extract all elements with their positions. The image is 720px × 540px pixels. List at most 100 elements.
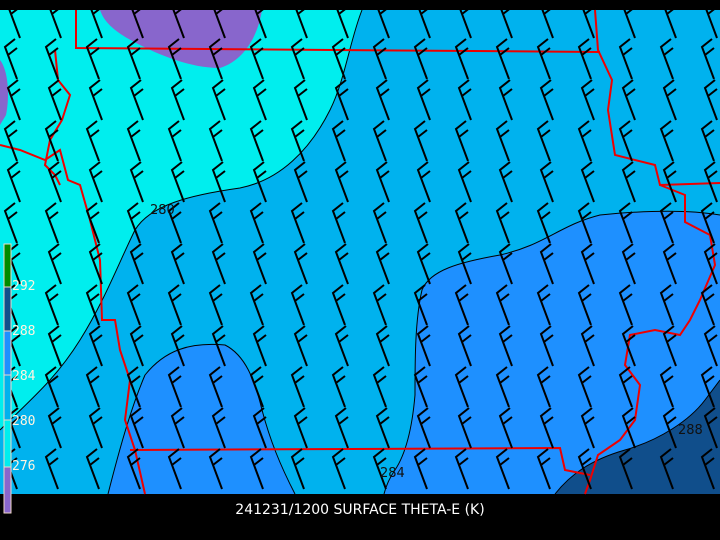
wind-barb-icon: [44, 284, 59, 326]
wind-barb-icon: [129, 161, 144, 203]
wind-barb-icon: [208, 448, 223, 490]
wind-barb-icon: [621, 161, 636, 203]
colorbar-label-292: 292: [12, 279, 36, 294]
wind-barb-icon: [621, 407, 636, 449]
wind-barb-icon: [331, 448, 346, 490]
wind-barb-icon: [457, 79, 472, 121]
wind-barb-icon: [539, 0, 554, 39]
wind-barb-icon: [457, 407, 472, 449]
wind-barb-icon: [495, 38, 510, 80]
wind-barb-icon: [252, 79, 267, 121]
wind-barb-icon: [703, 161, 718, 203]
wind-barb-icon: [249, 38, 264, 80]
wind-barb-icon: [290, 38, 305, 80]
wind-barb-icon: [703, 243, 718, 285]
wind-barb-icon: [495, 366, 510, 408]
wind-barb-icon: [454, 38, 469, 80]
wind-barb-icon: [126, 202, 141, 244]
wind-barb-icon: [416, 79, 431, 121]
wind-barbs: [3, 0, 718, 490]
wind-barb-icon: [252, 243, 267, 285]
wind-barb-icon: [700, 202, 715, 244]
wind-barb-icon: [618, 366, 633, 408]
wind-barb-icon: [293, 243, 308, 285]
wind-barb-icon: [372, 284, 387, 326]
wind-barb-icon: [126, 448, 141, 490]
wind-barb-icon: [700, 120, 715, 162]
wind-barb-icon: [416, 161, 431, 203]
wind-barb-icon: [6, 79, 21, 121]
wind-barb-icon: [208, 120, 223, 162]
colorbar: [3, 243, 12, 514]
wind-barb-icon: [290, 120, 305, 162]
wind-barb-icon: [331, 284, 346, 326]
state-borders: [0, 9, 720, 495]
wind-barb-icon: [372, 448, 387, 490]
wind-barb-icon: [580, 407, 595, 449]
map-title: 241231/1200 SURFACE THETA-E (K): [235, 502, 485, 518]
wind-barb-icon: [659, 120, 674, 162]
wind-barb-icon: [211, 407, 226, 449]
wind-barb-icon: [44, 120, 59, 162]
colorbar-label-276: 276: [12, 459, 36, 474]
colorbar-segment-below-276: [3, 466, 12, 514]
wind-barb-icon: [375, 243, 390, 285]
wind-barb-icon: [211, 325, 226, 367]
wind-barb-icon: [372, 366, 387, 408]
wind-barb-icon: [659, 448, 674, 490]
wind-barb-icon: [334, 79, 349, 121]
wind-barb-icon: [208, 366, 223, 408]
wind-barb-icon: [454, 284, 469, 326]
wind-barb-icon: [662, 161, 677, 203]
wind-barb-icon: [375, 79, 390, 121]
wind-barb-icon: [703, 79, 718, 121]
wind-barb-icon: [167, 366, 182, 408]
wind-barb-icon: [293, 0, 308, 39]
colorbar-segment-280-284: [3, 374, 12, 421]
wind-barb-icon: [495, 120, 510, 162]
wind-barb-icon: [498, 325, 513, 367]
wind-barb-icon: [416, 325, 431, 367]
wind-barb-icon: [208, 38, 223, 80]
wind-barb-icon: [577, 38, 592, 80]
wind-barb-icon: [44, 448, 59, 490]
colorbar-label-284: 284: [12, 369, 36, 384]
wind-barb-icon: [618, 448, 633, 490]
wind-barb-icon: [167, 202, 182, 244]
wind-barb-icon: [498, 79, 513, 121]
wind-barb-icon: [539, 243, 554, 285]
contour-label-280: 280: [150, 203, 175, 218]
region-288-292: [555, 380, 720, 494]
wind-barb-icon: [85, 284, 100, 326]
wind-barb-icon: [375, 161, 390, 203]
wind-barb-icon: [211, 79, 226, 121]
wind-barb-icon: [3, 120, 18, 162]
wind-barb-icon: [211, 0, 226, 39]
wind-barb-icon: [662, 407, 677, 449]
wind-barb-icon: [539, 161, 554, 203]
wind-barb-icon: [129, 407, 144, 449]
wind-barb-icon: [85, 448, 100, 490]
contour-lines: [0, 9, 720, 495]
wind-barb-icon: [211, 161, 226, 203]
wind-barb-icon: [662, 325, 677, 367]
wind-barb-icon: [290, 448, 305, 490]
wind-barb-icon: [88, 243, 103, 285]
wind-barb-icon: [577, 284, 592, 326]
wind-barb-icon: [290, 366, 305, 408]
wind-barb-icon: [167, 38, 182, 80]
wind-barb-icon: [413, 120, 428, 162]
wind-barb-icon: [536, 120, 551, 162]
wind-barb-icon: [293, 325, 308, 367]
wind-barb-icon: [498, 0, 513, 39]
wind-barb-icon: [498, 161, 513, 203]
wind-barb-icon: [457, 243, 472, 285]
wind-barb-icon: [334, 0, 349, 39]
wind-barb-icon: [659, 202, 674, 244]
wind-barb-icon: [167, 120, 182, 162]
wind-barb-icon: [88, 325, 103, 367]
wind-barb-icon: [536, 366, 551, 408]
wind-barb-icon: [126, 38, 141, 80]
wind-barb-icon: [85, 120, 100, 162]
wind-barb-icon: [249, 366, 264, 408]
